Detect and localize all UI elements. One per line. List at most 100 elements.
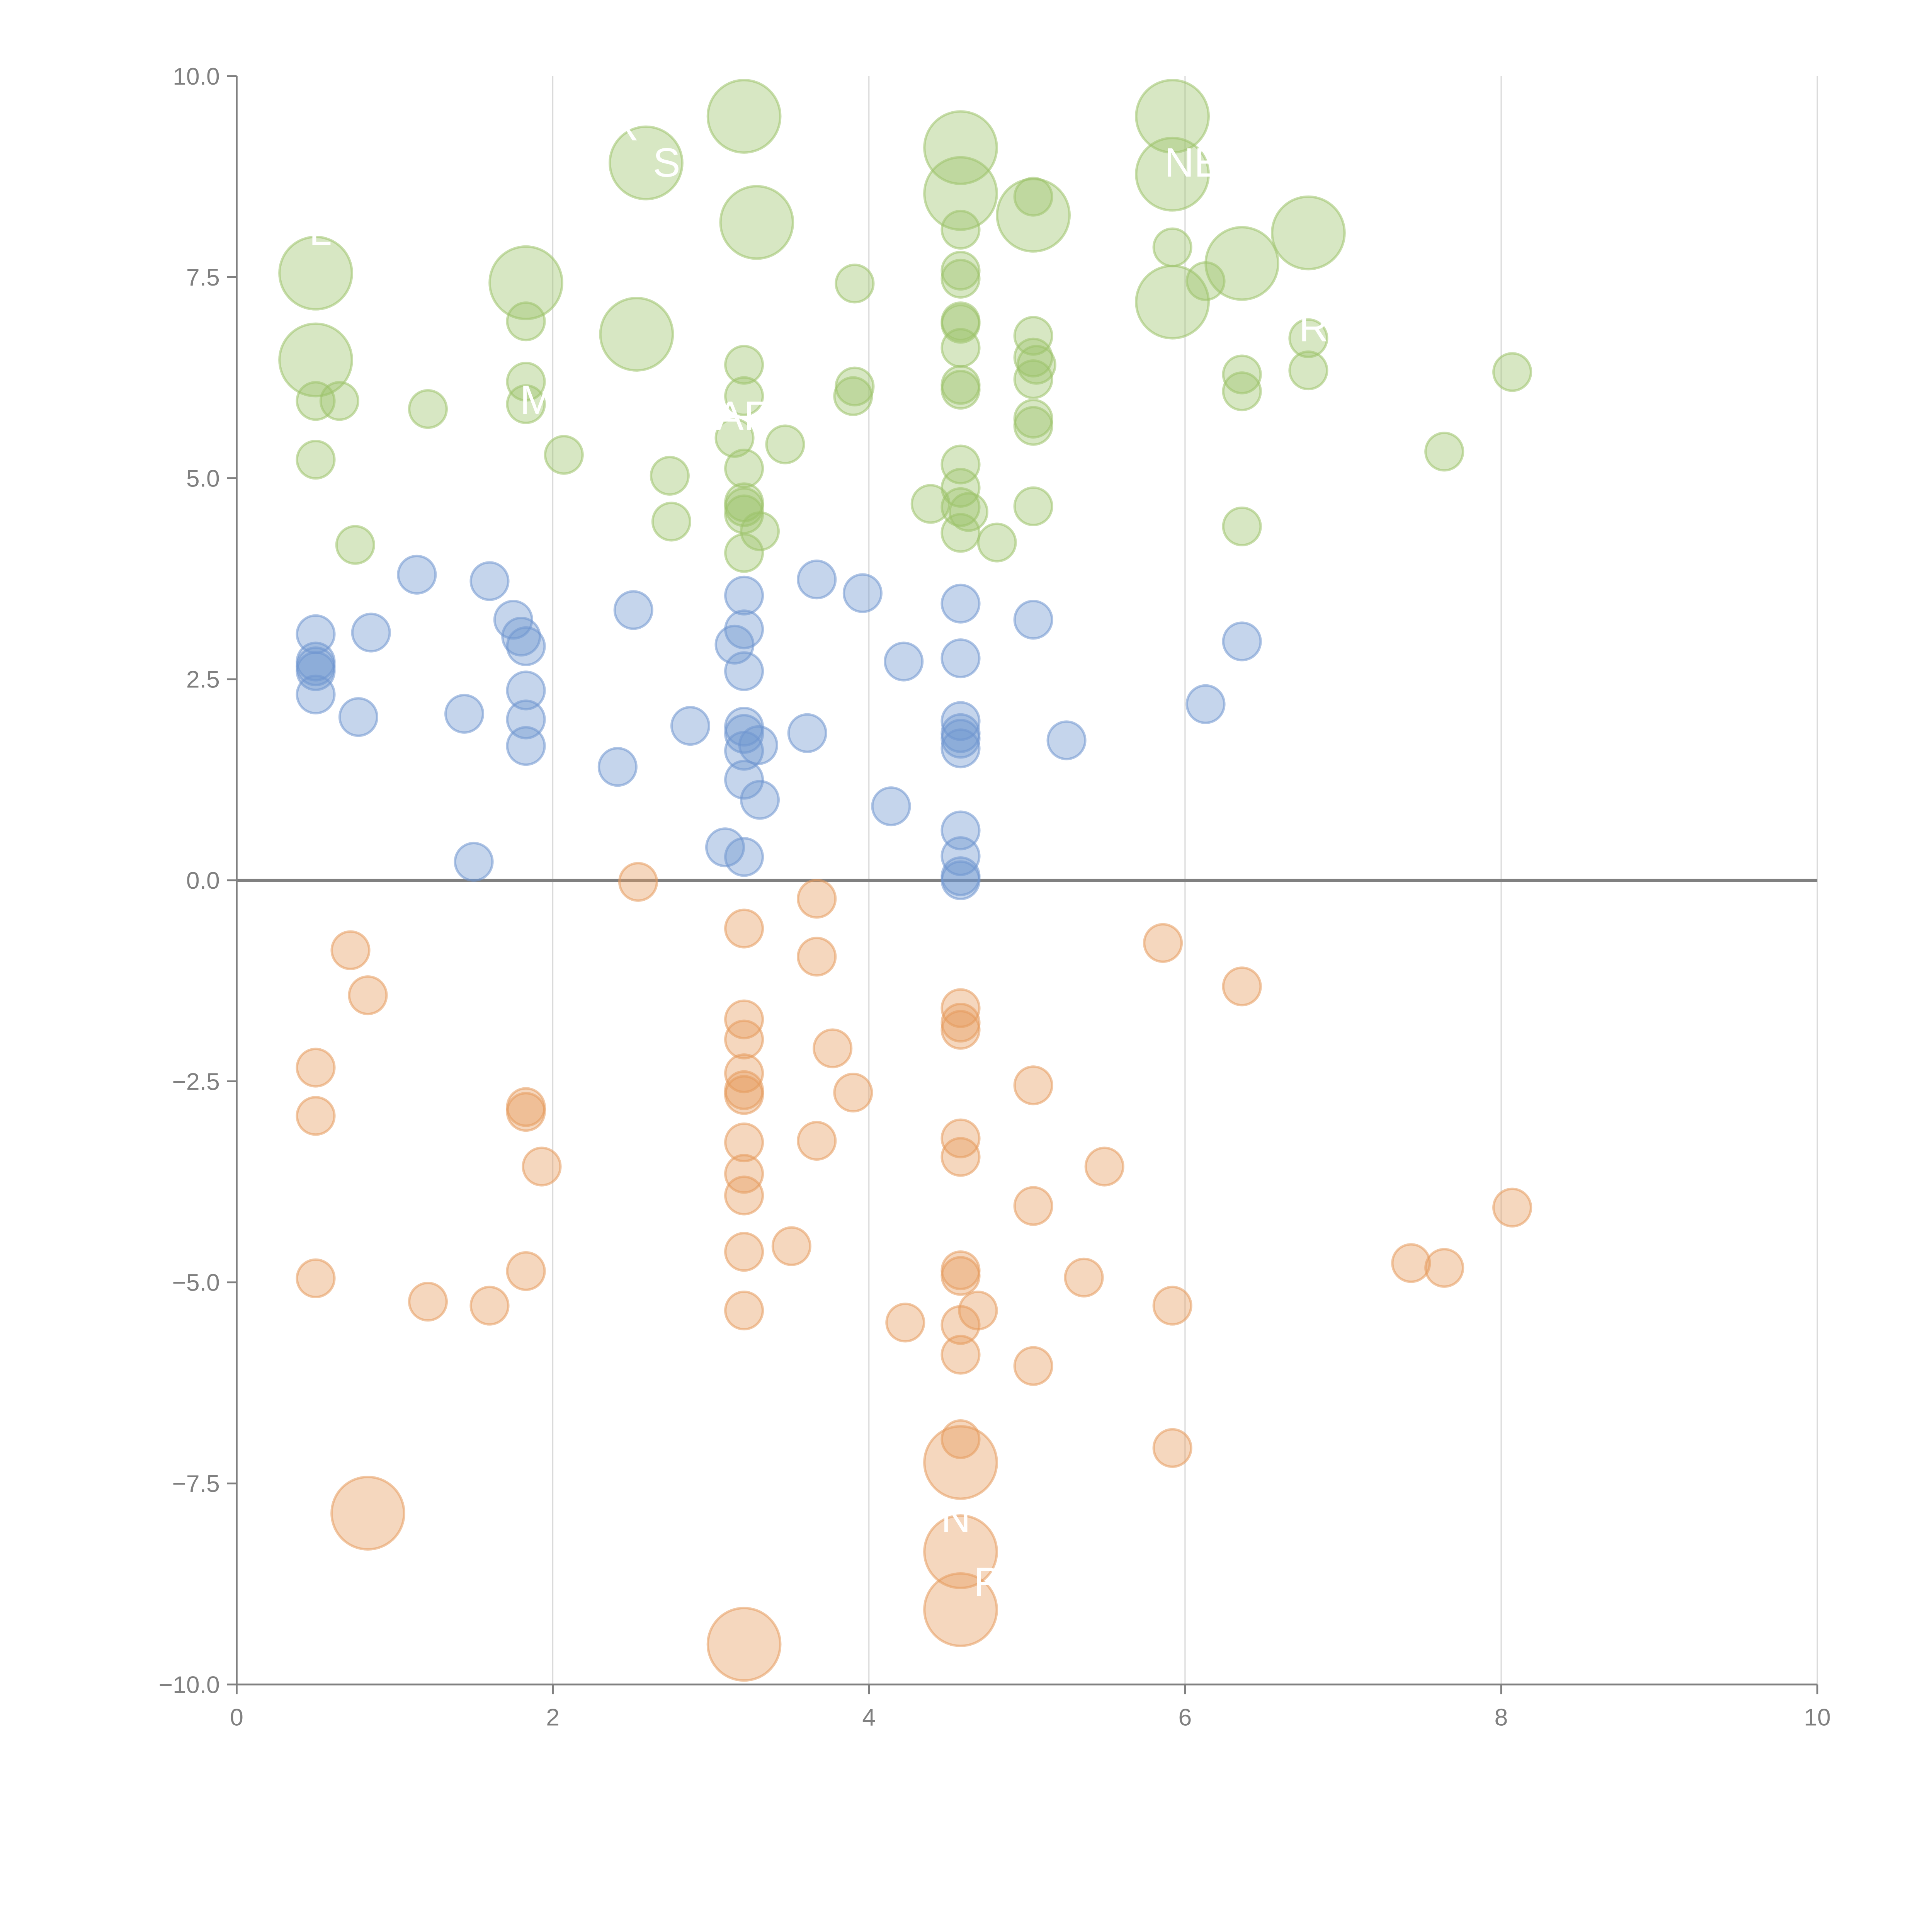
green-bubble <box>724 533 764 573</box>
green-bubble <box>651 502 691 542</box>
blue-bubble <box>724 575 764 616</box>
blue-bubble <box>787 713 827 753</box>
green-bubble <box>1152 227 1192 267</box>
blue-bubble <box>1222 621 1262 662</box>
orange-bubble <box>940 1305 981 1345</box>
green-bubble <box>724 345 764 385</box>
blue-bubble <box>705 827 745 867</box>
annotation-label: R <box>609 103 639 149</box>
green-bubble <box>765 424 805 464</box>
green-bubble <box>1013 316 1053 356</box>
blue-bubble <box>724 760 764 800</box>
green-bubble <box>940 259 981 299</box>
x-tick-label: 10 <box>1804 1704 1831 1731</box>
orange-bubble <box>506 1251 546 1291</box>
y-tick-label: 2.5 <box>186 666 220 693</box>
orange-bubble <box>724 1075 764 1115</box>
orange-bubble <box>940 1335 981 1375</box>
y-ticks: 10.0 7.5 5.0 2.5 0.0 −2.5 −5.0 −7.5 −10.0 <box>159 63 237 1698</box>
orange-bubble <box>330 1476 405 1551</box>
green-bubble <box>1135 79 1210 154</box>
green-bubble <box>335 525 375 565</box>
orange-bubble <box>330 930 371 970</box>
blue-bubble <box>940 638 981 679</box>
y-tick-label: 5.0 <box>186 465 220 492</box>
green-bubble <box>1013 486 1053 526</box>
x-tick-label: 6 <box>1178 1704 1192 1731</box>
green-bubble <box>506 362 546 402</box>
orange-bubble <box>1084 1146 1124 1187</box>
annotation-label: S <box>653 139 680 185</box>
blue-bubble <box>454 842 494 882</box>
green-bubble <box>1288 350 1328 391</box>
y-tick-label: 10.0 <box>173 63 220 90</box>
orange-bubble <box>522 1146 562 1187</box>
green-bubble <box>923 110 998 185</box>
green-bubble <box>940 513 981 553</box>
blue-bubble <box>714 624 755 665</box>
orange-bubble <box>940 1419 981 1459</box>
blue-bubble <box>506 626 546 667</box>
green-bubble <box>940 444 981 485</box>
green-bubble <box>977 522 1017 563</box>
orange-bubble <box>923 1514 998 1589</box>
blue-bubble <box>296 651 336 691</box>
blue-bubble <box>940 860 981 900</box>
green-bubble <box>1222 506 1262 546</box>
orange-bubble <box>724 999 764 1039</box>
green-bubble <box>1424 432 1464 472</box>
green-bubble <box>544 435 584 475</box>
green-bubble <box>1013 177 1053 217</box>
series-orange <box>296 862 1532 1682</box>
green-bubble <box>940 209 981 250</box>
green-bubble <box>923 156 998 231</box>
y-tick-label: −10.0 <box>159 1671 220 1698</box>
orange-bubble <box>923 1572 998 1647</box>
green-bubble <box>948 492 989 532</box>
orange-bubble <box>506 1092 546 1132</box>
orange-bubble <box>348 975 388 1015</box>
orange-bubble <box>923 1425 998 1500</box>
orange-bubble <box>797 1121 837 1161</box>
green-bubble <box>1288 318 1328 358</box>
orange-bubble <box>940 1256 981 1296</box>
blue-bubble <box>1046 720 1087 760</box>
orange-bubble <box>724 1053 764 1094</box>
orange-bubble <box>1391 1243 1431 1283</box>
green-bubble <box>724 376 764 416</box>
blue-bubble <box>613 590 653 630</box>
green-bubble <box>835 264 875 304</box>
orange-bubble <box>1013 1346 1053 1386</box>
blue-bubble <box>1013 600 1053 640</box>
orange-bubble <box>771 1226 811 1266</box>
annotation-label: N <box>941 1495 971 1541</box>
annotation-label: AF <box>716 393 769 439</box>
orange-bubble <box>1424 1248 1464 1288</box>
y-tick-label: 0.0 <box>186 867 220 894</box>
orange-bubble <box>1492 1187 1532 1228</box>
green-bubble <box>940 304 981 344</box>
orange-bubble <box>797 879 837 919</box>
y-tick-label: 7.5 <box>186 264 220 291</box>
green-bubble <box>506 384 546 424</box>
green-bubble <box>296 381 336 421</box>
orange-bubble <box>296 1048 336 1088</box>
blue-bubble <box>351 612 391 653</box>
orange-bubble <box>797 937 837 977</box>
green-bubble <box>940 369 981 410</box>
orange-bubble <box>940 988 981 1028</box>
green-bubble <box>833 376 873 416</box>
orange-bubble <box>940 1137 981 1177</box>
blue-bubble <box>724 651 764 691</box>
green-bubble <box>650 456 690 496</box>
orange-bubble <box>408 1282 448 1322</box>
green-bubble <box>408 389 448 429</box>
y-tick-label: −5.0 <box>172 1269 219 1296</box>
green-bubble <box>296 440 336 480</box>
blue-bubble <box>296 674 336 714</box>
blue-bubble <box>506 726 546 766</box>
orange-bubble <box>1222 966 1262 1007</box>
series-green <box>278 79 1532 573</box>
green-bubble <box>1016 345 1056 385</box>
